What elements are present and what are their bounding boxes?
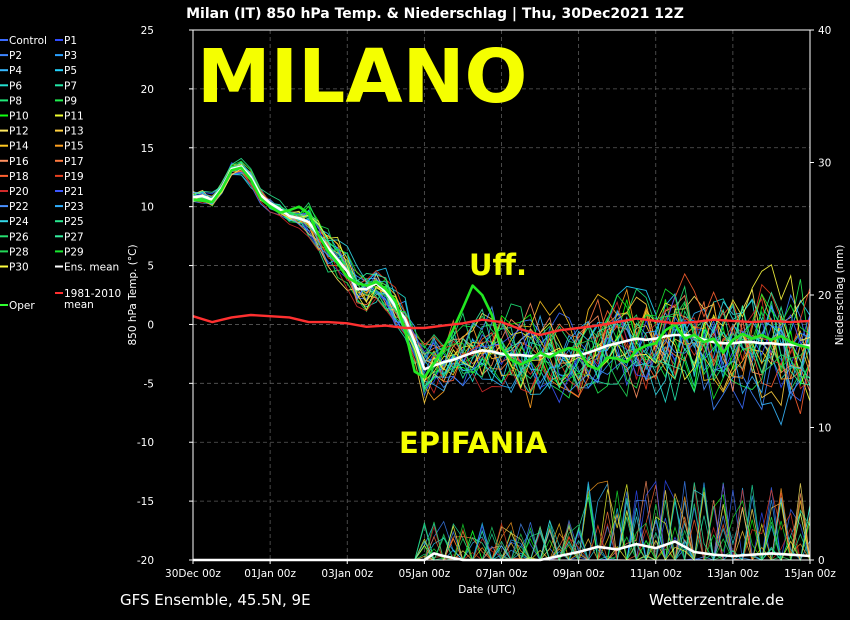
x-tick-label: 13Jan 00z bbox=[707, 568, 759, 580]
legend: Control P1 P2 P3 P4 P5 P6 P7 P8 P9 P10 P11 P12 P13 P14… bbox=[0, 35, 121, 312]
legend-label: P24 bbox=[9, 216, 29, 228]
legend-label: P23 bbox=[64, 201, 84, 213]
precip-ens-mean-line bbox=[193, 540, 811, 562]
legend-label: P10 bbox=[9, 111, 29, 123]
legend-label: P17 bbox=[64, 156, 84, 168]
x-tick-label: 11Jan 00z bbox=[630, 568, 682, 580]
annotation-milano: MILANO bbox=[197, 34, 527, 120]
y-tick-label-left: -20 bbox=[137, 555, 154, 567]
y-tick-label-right: 0 bbox=[818, 555, 825, 567]
y-axis-right-label: Niederschlag (mm) bbox=[834, 245, 846, 346]
legend-label: P14 bbox=[9, 141, 29, 153]
legend-label: P3 bbox=[64, 50, 77, 62]
y-tick-label-right: 20 bbox=[818, 290, 831, 302]
y-tick-label-left: -10 bbox=[137, 437, 154, 449]
x-tick-label: 05Jan 00z bbox=[398, 568, 450, 580]
y-tick-label-left: 20 bbox=[141, 84, 154, 96]
chart-title: Milan (IT) 850 hPa Temp. & Niederschlag … bbox=[186, 6, 684, 22]
legend-label: P9 bbox=[64, 95, 77, 107]
y-tick-label-left: 15 bbox=[141, 143, 154, 155]
x-tick-label: 09Jan 00z bbox=[553, 568, 605, 580]
legend-label: P22 bbox=[9, 201, 29, 213]
legend-label: P25 bbox=[64, 216, 84, 228]
legend-label: Ens. mean bbox=[64, 262, 119, 274]
member-line bbox=[192, 166, 811, 394]
legend-label: P13 bbox=[64, 126, 84, 138]
legend-label: P18 bbox=[9, 171, 29, 183]
y-tick-label-left: -15 bbox=[137, 496, 154, 508]
member-line bbox=[192, 170, 811, 414]
temp-1981-2010-mean-line bbox=[192, 313, 811, 337]
legend-label: mean bbox=[64, 299, 94, 311]
legend-label: P8 bbox=[9, 95, 22, 107]
axis-ticks: 25 20 15 10 5 0 -5 -10 -15 -20 40 30 20 10 0 30Dec 00z 0… bbox=[137, 25, 837, 580]
legend-label: 1981-2010 bbox=[64, 288, 121, 300]
precip-series bbox=[193, 540, 811, 562]
x-tick-label: 07Jan 00z bbox=[476, 568, 528, 580]
legend-label: P20 bbox=[9, 186, 29, 198]
y-tick-label-left: 5 bbox=[147, 261, 154, 273]
footer-model: GFS Ensemble, 45.5N, 9E bbox=[120, 591, 311, 609]
legend-label: P7 bbox=[64, 80, 77, 92]
x-tick-label: 15Jan 00z bbox=[784, 568, 836, 580]
legend-label: Oper bbox=[9, 300, 35, 312]
y-tick-label-right: 40 bbox=[818, 25, 831, 37]
legend-label: P4 bbox=[9, 65, 22, 77]
x-tick-label: 03Jan 00z bbox=[321, 568, 373, 580]
legend-label: P19 bbox=[64, 171, 84, 183]
y-tick-label-left: -5 bbox=[144, 378, 154, 390]
legend-label: P27 bbox=[64, 231, 84, 243]
annotation-uff: Uff. bbox=[469, 248, 527, 282]
legend-label: P5 bbox=[64, 65, 77, 77]
x-tick-label: 30Dec 00z bbox=[165, 568, 221, 580]
annotation-epifania: EPIFANIA bbox=[399, 426, 548, 460]
y-axis-left-label: 850 hPa Temp. (°C) bbox=[127, 244, 139, 345]
legend-label: P12 bbox=[9, 126, 29, 138]
y-tick-label-left: 25 bbox=[141, 25, 154, 37]
y-tick-label-right: 30 bbox=[818, 158, 831, 170]
member-line bbox=[192, 160, 811, 401]
legend-label: P21 bbox=[64, 186, 84, 198]
y-tick-label-left: 10 bbox=[141, 202, 154, 214]
legend-label: P15 bbox=[64, 141, 84, 153]
legend-label: P11 bbox=[64, 111, 84, 123]
legend-label: P2 bbox=[9, 50, 22, 62]
legend-label: P16 bbox=[9, 156, 29, 168]
footer-source: Wetterzentrale.de bbox=[649, 591, 784, 609]
y-tick-label-left: 0 bbox=[147, 319, 154, 331]
legend-label: P26 bbox=[9, 231, 29, 243]
legend-label: P29 bbox=[64, 246, 84, 258]
x-tick-label: 01Jan 00z bbox=[244, 568, 296, 580]
legend-label: P30 bbox=[9, 262, 29, 274]
legend-label: P28 bbox=[9, 246, 29, 258]
x-axis-label: Date (UTC) bbox=[458, 584, 515, 596]
y-tick-label-right: 10 bbox=[818, 423, 831, 435]
temp-oper-line bbox=[192, 166, 811, 379]
main-series bbox=[192, 165, 811, 379]
legend-label: P6 bbox=[9, 80, 22, 92]
legend-label: Control bbox=[9, 35, 47, 47]
legend-label: P1 bbox=[64, 35, 77, 47]
